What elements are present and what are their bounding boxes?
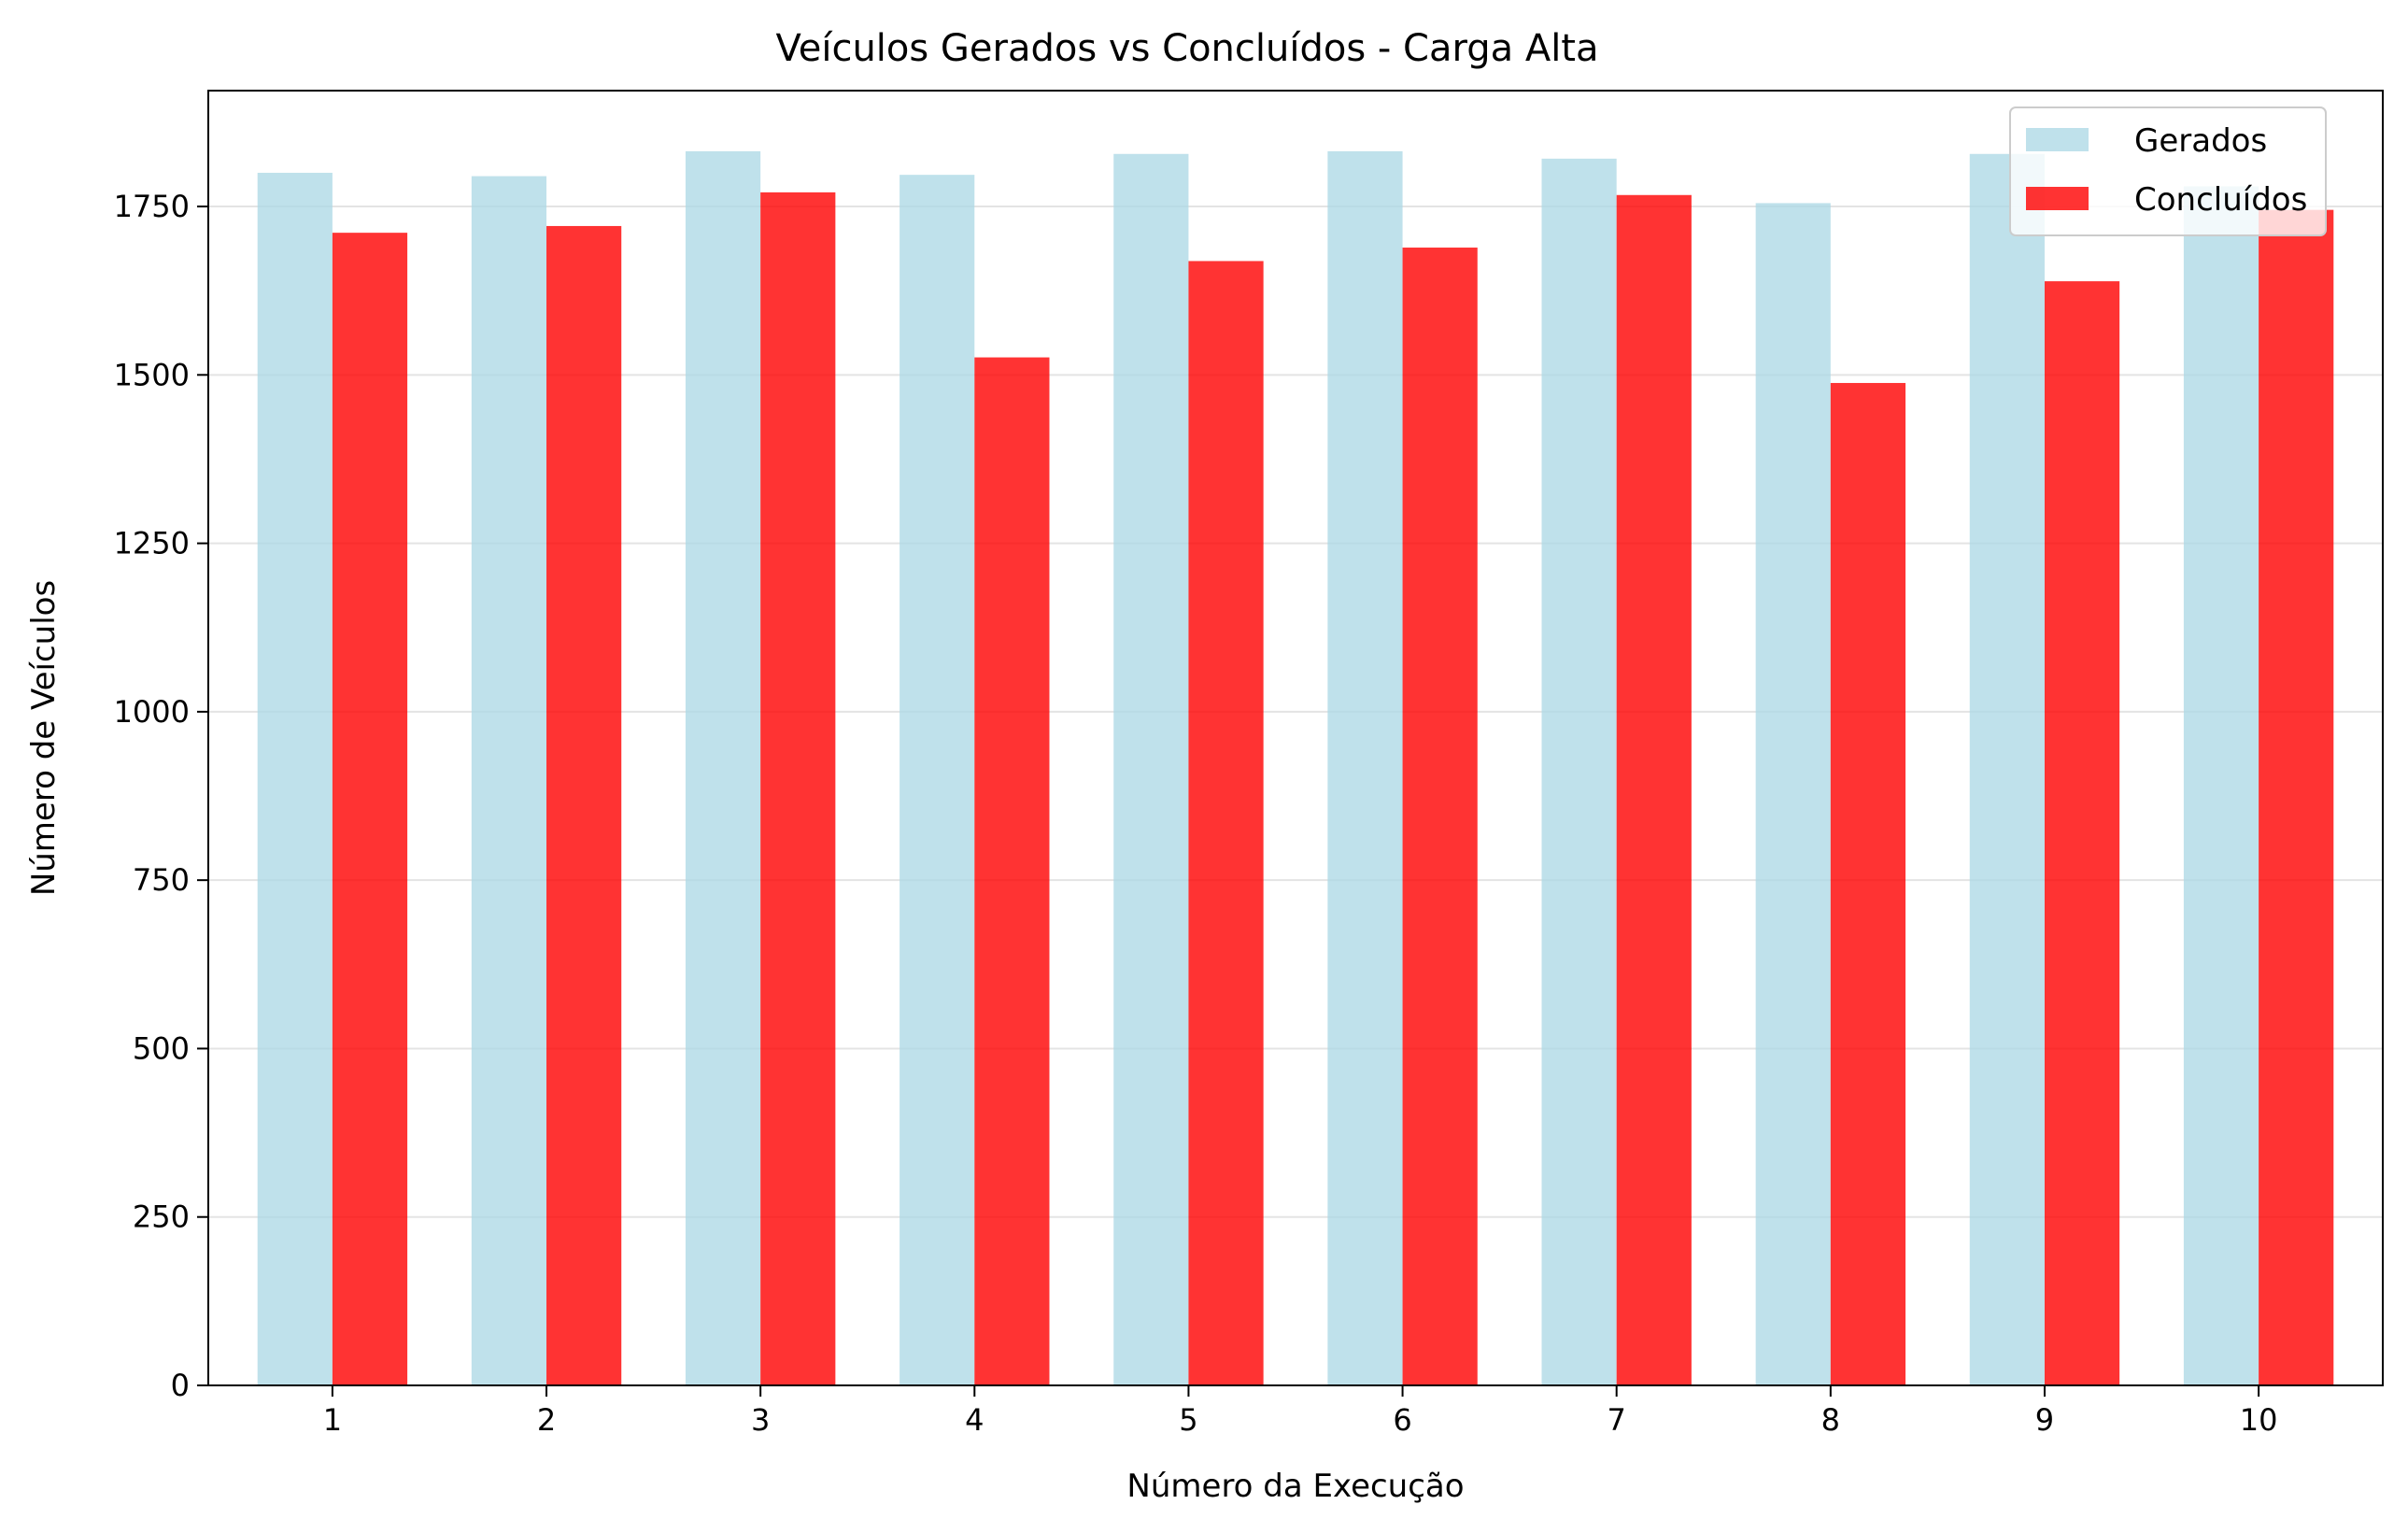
legend-label-gerados: Gerados — [2134, 122, 2267, 160]
bar-gerados-3 — [685, 150, 761, 1386]
legend: Gerados Concluídos — [2009, 106, 2327, 236]
legend-swatch-concluidos — [2026, 187, 2089, 210]
bar-concluidos-5 — [1188, 261, 1264, 1385]
bar-gerados-2 — [471, 176, 547, 1385]
x-tick-label: 4 — [965, 1402, 984, 1438]
bar-gerados-10 — [2183, 186, 2259, 1386]
x-tick-label: 6 — [1393, 1402, 1411, 1438]
x-tick-label: 1 — [323, 1402, 342, 1438]
bar-concluidos-2 — [546, 225, 622, 1385]
bar-gerados-5 — [1113, 153, 1189, 1385]
y-tick-label: 750 — [133, 862, 190, 898]
bar-gerados-9 — [1969, 153, 2045, 1385]
y-tick-label: 1750 — [114, 189, 190, 224]
bar-gerados-4 — [899, 175, 975, 1385]
bar-concluidos-8 — [1830, 382, 1906, 1385]
chart-title: Veículos Gerados vs Concluídos - Carga A… — [775, 27, 1598, 70]
x-tick-label: 2 — [537, 1402, 556, 1438]
y-tick-label: 1000 — [114, 694, 190, 730]
bar-gerados-8 — [1755, 203, 1831, 1385]
x-tick-label: 8 — [1821, 1402, 1840, 1438]
plot-frame — [207, 90, 2384, 1386]
legend-label-concluidos: Concluídos — [2134, 181, 2307, 219]
ticks: 0 250 500 750 1000 1250 1500 1750 1 2 3 4 5 6 7 8 9 10 — [114, 189, 2278, 1438]
bar-concluidos-7 — [1616, 194, 1692, 1386]
x-tick-label: 10 — [2240, 1402, 2278, 1438]
bar-concluidos-3 — [760, 192, 836, 1386]
y-tick-label: 0 — [171, 1368, 190, 1403]
x-tick-label: 9 — [2035, 1402, 2054, 1438]
y-tick-label: 1500 — [114, 357, 190, 392]
y-tick-label: 1250 — [114, 526, 190, 561]
y-tick-label: 250 — [133, 1199, 190, 1235]
bars — [257, 150, 2334, 1386]
legend-box — [2009, 106, 2327, 236]
bar-concluidos-9 — [2044, 281, 2120, 1386]
x-axis-label: Número da Execução — [1126, 1468, 1464, 1505]
bar-concluidos-10 — [2259, 209, 2334, 1385]
bar-gerados-6 — [1327, 150, 1403, 1386]
x-tick-label: 5 — [1179, 1402, 1197, 1438]
y-axis-label: Número de Veículos — [25, 580, 63, 896]
legend-swatch-gerados — [2026, 128, 2089, 151]
x-tick-label: 7 — [1608, 1402, 1626, 1438]
bar-concluidos-4 — [974, 357, 1050, 1385]
bar-concluidos-6 — [1402, 248, 1478, 1385]
bar-concluidos-1 — [332, 233, 408, 1386]
x-tick-label: 3 — [751, 1402, 770, 1438]
bar-gerados-7 — [1541, 158, 1617, 1386]
y-tick-label: 500 — [133, 1030, 190, 1066]
bar-gerados-1 — [257, 172, 333, 1386]
